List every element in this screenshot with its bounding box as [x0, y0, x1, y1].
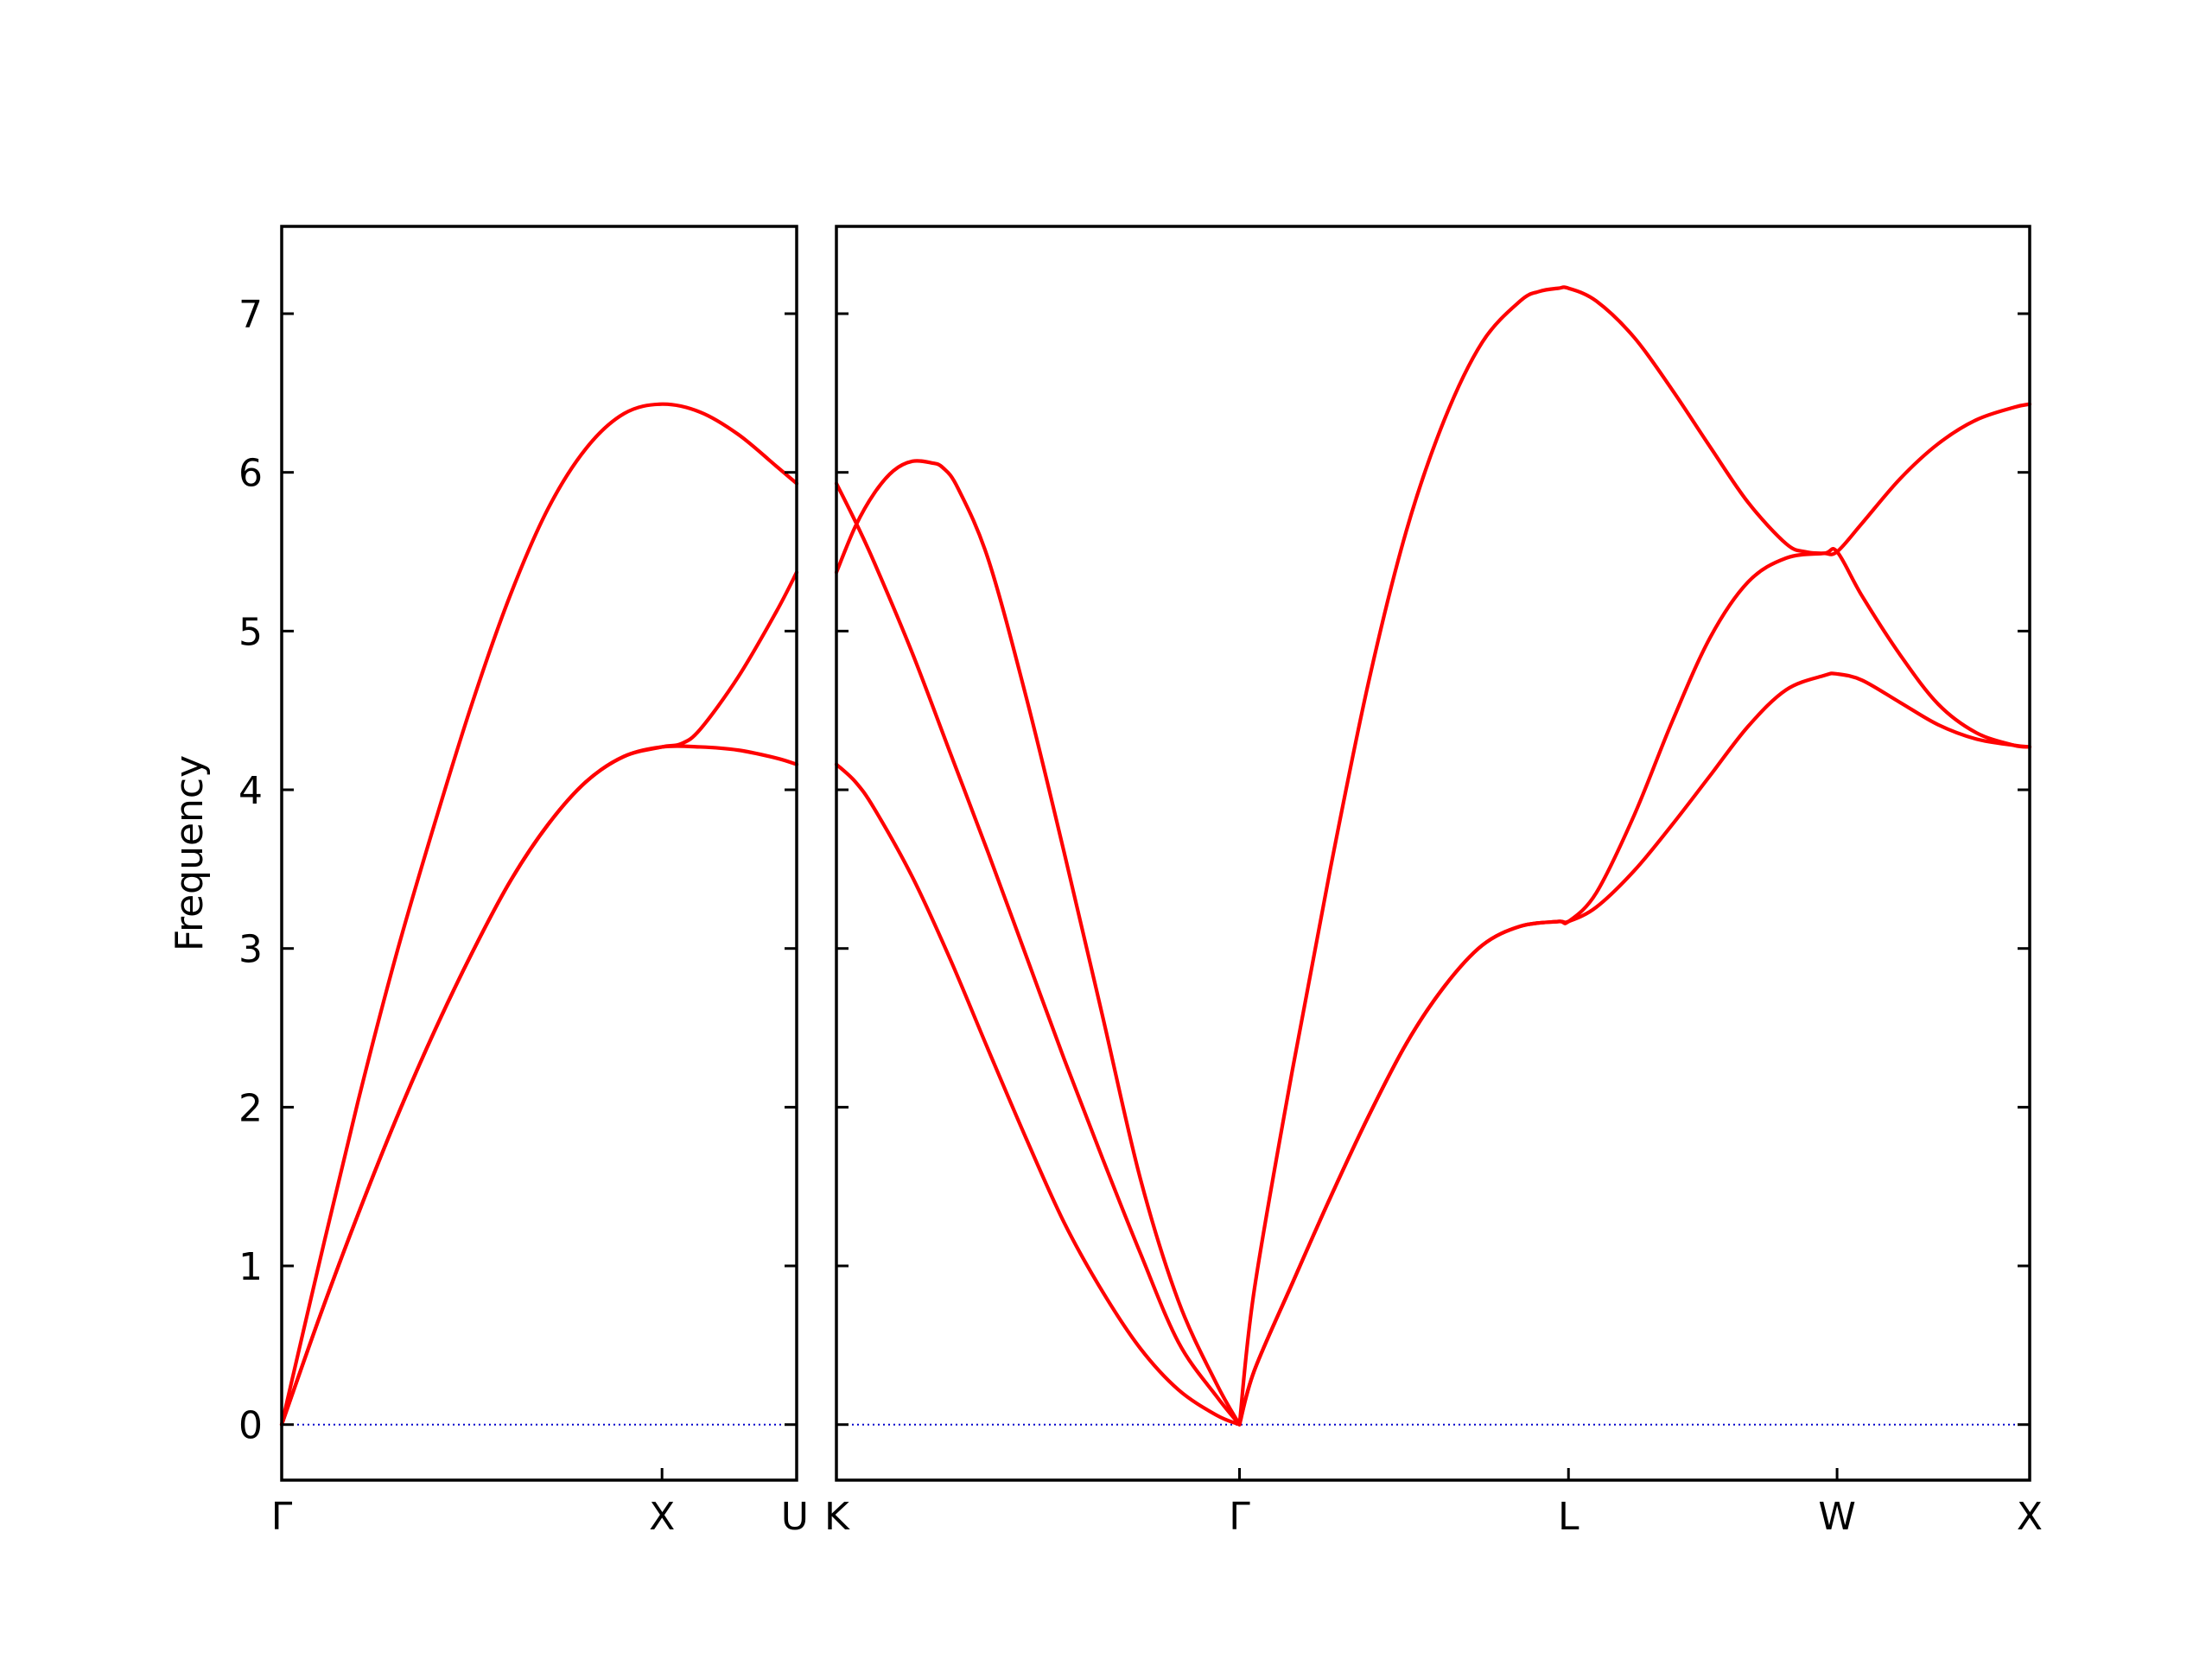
left-panel: 0 1 2 3 4 5 6 7 Γ X U: [238, 225, 809, 1539]
x-tick-label: L: [1558, 1495, 1580, 1539]
plot-frame: [280, 225, 798, 1482]
y-tick-label: 4: [238, 769, 263, 813]
y-tick-label: 3: [238, 928, 263, 972]
y-axis-label: Frequency: [168, 755, 212, 951]
band-curve-2: [834, 481, 1242, 1427]
x-tick-label: X: [649, 1495, 675, 1539]
x-tick-label: X: [2017, 1495, 2043, 1539]
y-tick-label: 6: [238, 452, 263, 496]
x-tick-label: Γ: [271, 1495, 293, 1539]
band-curve-6: [1237, 671, 2032, 1427]
band-curve-3: [279, 744, 799, 1427]
x-tick-label: W: [1818, 1495, 1856, 1539]
x-tick-label: U: [781, 1495, 809, 1539]
y-tick-label: 5: [238, 610, 263, 654]
band-curve-1: [834, 459, 1242, 1427]
band-curve-3: [834, 762, 1242, 1427]
x-tick-label: Γ: [1229, 1495, 1250, 1539]
band-curve-5: [1237, 547, 2032, 1427]
band-curve-1: [279, 402, 799, 1427]
y-tick-label: 0: [238, 1404, 263, 1448]
y-tick-label: 1: [238, 1245, 263, 1289]
band-curve-2: [279, 570, 799, 1427]
band-curve-4: [1237, 285, 2032, 1427]
x-tick-label: K: [824, 1495, 850, 1539]
y-tick-label: 2: [238, 1086, 263, 1130]
y-tick-label: 7: [238, 293, 263, 337]
plot-frame: [835, 225, 2031, 1482]
